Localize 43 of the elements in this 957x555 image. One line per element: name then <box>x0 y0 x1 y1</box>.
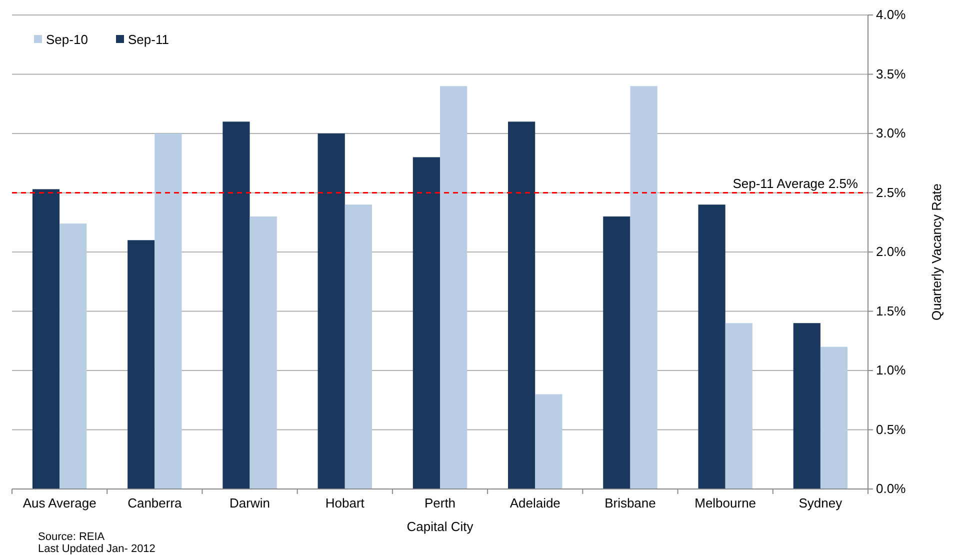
bar <box>128 240 155 489</box>
y-tick-label: 3.0% <box>876 126 906 141</box>
y-tick-label: 1.0% <box>876 362 906 378</box>
bar <box>222 122 250 489</box>
legend-label: Sep-11 <box>128 32 169 47</box>
bar <box>60 224 87 489</box>
y-tick-label: 3.5% <box>876 66 906 82</box>
bar <box>154 134 182 489</box>
bar <box>440 86 468 489</box>
x-tick-label: Canberra <box>128 496 183 511</box>
x-tick-label: Aus Average <box>22 496 96 511</box>
bar <box>535 394 562 489</box>
y-tick-label: 0.5% <box>876 422 906 437</box>
bar <box>250 216 277 489</box>
y-tick-label: 2.5% <box>876 184 906 200</box>
y-tick-label: 2.0% <box>876 244 906 260</box>
bar <box>412 157 440 489</box>
bar <box>725 323 752 489</box>
bar <box>698 204 726 489</box>
ref-line-label: Sep-11 Average 2.5% <box>732 176 858 191</box>
x-axis-title: Capital City <box>406 519 474 534</box>
x-tick-label: Adelaide <box>510 496 560 511</box>
bar <box>630 86 658 489</box>
x-tick-label: Brisbane <box>604 496 656 511</box>
bar <box>603 216 630 489</box>
bar <box>32 189 60 489</box>
y-tick-label: 4.0% <box>876 7 906 22</box>
x-tick-label: Darwin <box>230 496 270 511</box>
y-tick-label: 1.5% <box>876 303 906 318</box>
source-note: Source: REIA <box>38 531 106 543</box>
y-axis-title: Quarterly Vacancy Rate <box>929 183 944 321</box>
legend-label: Sep-10 <box>46 32 88 47</box>
x-tick-label: Melbourne <box>694 496 756 511</box>
x-tick-label: Hobart <box>325 496 365 511</box>
bar <box>318 134 345 489</box>
y-tick-label: 0.0% <box>876 481 906 496</box>
bar <box>344 204 372 489</box>
x-tick-label: Perth <box>424 496 456 511</box>
bar <box>793 323 820 489</box>
text: Last Updated Jan- 2012 <box>38 543 156 555</box>
bar <box>820 346 848 489</box>
bar <box>508 122 536 489</box>
x-tick-label: Sydney <box>798 496 843 511</box>
